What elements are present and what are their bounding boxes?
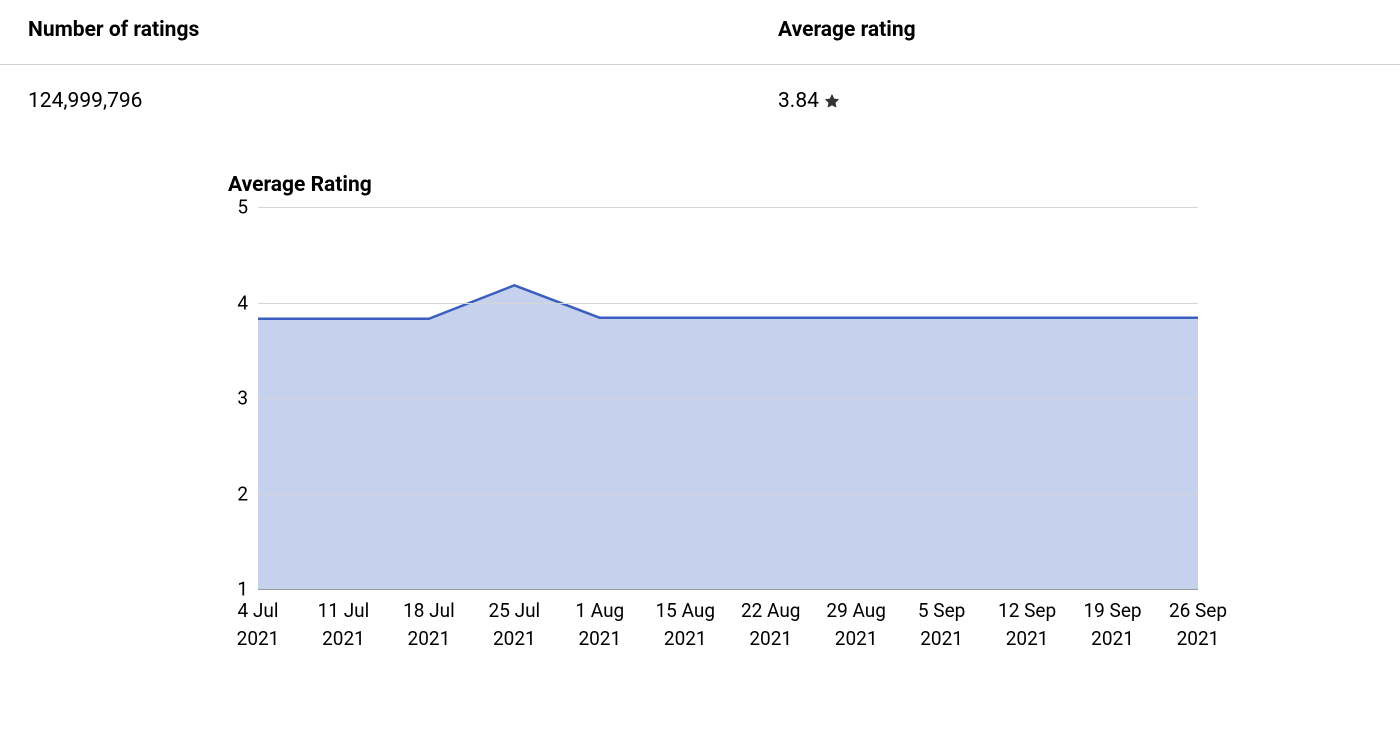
chart-container: Average Rating 12345 4 Jul202111 Jul2021… <box>0 113 1400 589</box>
chart-xtick-label: 25 Jul2021 <box>489 597 541 652</box>
chart-xtick-label: 29 Aug2021 <box>826 597 886 652</box>
chart-xtick-label: 22 Aug2021 <box>741 597 801 652</box>
chart-xtick-line1: 4 Jul <box>237 597 280 625</box>
chart-xtick-label: 19 Sep2021 <box>1083 597 1141 652</box>
chart-ytick-label: 5 <box>208 196 248 219</box>
chart-gridline <box>258 589 1198 590</box>
chart-xtick-line2: 2021 <box>403 625 455 653</box>
chart-gridline <box>258 494 1198 495</box>
chart-xtick-line1: 1 Aug <box>575 597 624 625</box>
num-ratings-value: 124,999,796 <box>28 89 778 113</box>
chart-xtick-line1: 15 Aug <box>656 597 716 625</box>
chart-xtick-line1: 18 Jul <box>403 597 455 625</box>
chart-xtick-label: 1 Aug2021 <box>575 597 624 652</box>
chart-xtick-line2: 2021 <box>237 625 280 653</box>
chart-gridline <box>258 303 1198 304</box>
chart-xtick-line1: 19 Sep <box>1083 597 1141 625</box>
chart-xtick-line1: 26 Sep <box>1169 597 1227 625</box>
chart-xtick-line2: 2021 <box>918 625 965 653</box>
chart-xtick-label: 15 Aug2021 <box>656 597 716 652</box>
chart-xtick-line2: 2021 <box>1083 625 1141 653</box>
chart-xtick-line1: 5 Sep <box>918 597 965 625</box>
chart-title: Average Rating <box>228 173 1372 197</box>
chart-xtick-line2: 2021 <box>318 625 370 653</box>
avg-rating-header: Average rating <box>778 18 1372 42</box>
chart-xtick-line2: 2021 <box>1169 625 1227 653</box>
chart-xtick-label: 12 Sep2021 <box>998 597 1056 652</box>
stats-header: Number of ratings Average rating <box>0 0 1400 65</box>
chart-xtick-label: 18 Jul2021 <box>403 597 455 652</box>
chart-xtick-line2: 2021 <box>741 625 801 653</box>
chart-gridline <box>258 398 1198 399</box>
avg-rating-label: Average rating <box>778 18 1372 42</box>
chart-xtick-line2: 2021 <box>998 625 1056 653</box>
chart-plot: 12345 <box>258 207 1198 589</box>
num-ratings-header: Number of ratings <box>28 18 778 42</box>
avg-rating-value-group: 3.84 <box>778 89 1372 113</box>
chart-area: 12345 4 Jul202111 Jul202118 Jul202125 Ju… <box>228 207 1198 589</box>
num-ratings-label: Number of ratings <box>28 18 778 42</box>
chart-xtick-line2: 2021 <box>656 625 716 653</box>
stats-values-row: 124,999,796 3.84 <box>0 65 1400 113</box>
chart-xtick-line1: 22 Aug <box>741 597 801 625</box>
avg-rating-value: 3.84 <box>778 89 819 113</box>
chart-xtick-label: 4 Jul2021 <box>237 597 280 652</box>
chart-xtick-line1: 29 Aug <box>826 597 886 625</box>
chart-xtick-line1: 11 Jul <box>318 597 370 625</box>
chart-xtick-line2: 2021 <box>489 625 541 653</box>
chart-xtick-label: 5 Sep2021 <box>918 597 965 652</box>
chart-area-fill <box>258 285 1198 589</box>
chart-xtick-line1: 12 Sep <box>998 597 1056 625</box>
chart-xtick-line2: 2021 <box>575 625 624 653</box>
chart-xtick-line2: 2021 <box>826 625 886 653</box>
chart-xtick-line1: 25 Jul <box>489 597 541 625</box>
chart-ytick-label: 2 <box>208 482 248 505</box>
chart-xtick-label: 11 Jul2021 <box>318 597 370 652</box>
chart-ytick-label: 4 <box>208 291 248 314</box>
chart-xtick-label: 26 Sep2021 <box>1169 597 1227 652</box>
chart-ytick-label: 3 <box>208 387 248 410</box>
star-icon <box>823 92 841 110</box>
chart-gridline <box>258 207 1198 208</box>
